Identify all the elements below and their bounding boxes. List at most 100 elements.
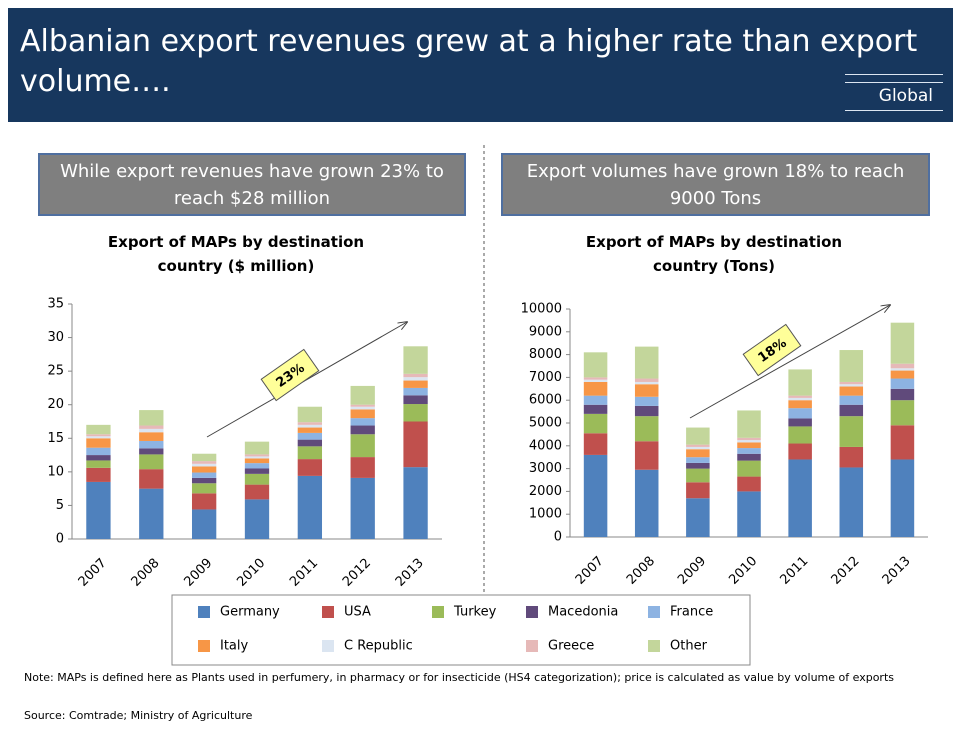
- x-tick-label: 2013: [880, 554, 914, 588]
- y-tick-label: 6000: [529, 393, 562, 408]
- legend-swatch: [648, 640, 660, 652]
- x-tick-label: 2013: [393, 556, 427, 590]
- bar: [583, 377, 608, 380]
- bar: [244, 456, 270, 459]
- x-tick-label: 2008: [624, 554, 658, 588]
- bar: [244, 473, 270, 485]
- slide-title: Albanian export revenues grew at a highe…: [20, 24, 918, 99]
- bar: [737, 476, 761, 492]
- bar: [890, 425, 915, 460]
- bar: [737, 410, 761, 438]
- bar: [244, 484, 270, 500]
- bar: [839, 384, 864, 387]
- bar: [890, 370, 915, 379]
- x-tick-label: 2010: [726, 554, 760, 588]
- legend-label: Germany: [220, 605, 280, 620]
- bar: [634, 416, 659, 442]
- bar: [788, 400, 812, 409]
- bar: [244, 458, 270, 464]
- note: Note: MAPs is defined here as Plants use…: [24, 671, 894, 684]
- bar: [297, 432, 323, 440]
- bar: [634, 381, 659, 385]
- bar: [788, 369, 812, 396]
- legend-swatch: [198, 640, 210, 652]
- y-tick-label: 1000: [529, 507, 562, 522]
- y-tick-label: 7000: [529, 370, 562, 385]
- bar: [583, 433, 608, 455]
- bar: [788, 459, 812, 537]
- bar: [788, 418, 812, 427]
- bar: [191, 463, 217, 467]
- bar: [244, 468, 270, 474]
- y-tick-label: 10: [47, 464, 64, 479]
- bar: [788, 426, 812, 444]
- source: Source: Comtrade; Ministry of Agricultur…: [24, 709, 253, 722]
- legend-swatch: [432, 606, 444, 618]
- y-tick-label: 20: [47, 397, 64, 412]
- bar: [788, 397, 812, 401]
- bar: [297, 439, 323, 447]
- bar: [297, 406, 323, 423]
- bar: [297, 424, 323, 428]
- bar: [686, 449, 710, 458]
- bar: [583, 413, 608, 434]
- bar: [350, 385, 375, 405]
- y-tick-label: 0: [56, 532, 64, 547]
- bar: [297, 475, 323, 539]
- y-tick-label: 15: [47, 431, 64, 446]
- legend-label: Greece: [548, 639, 594, 654]
- bar: [297, 446, 323, 460]
- annotation-box: [260, 348, 320, 402]
- legend-swatch: [526, 640, 538, 652]
- bar: [86, 424, 111, 435]
- rule: [845, 110, 943, 111]
- bar: [839, 395, 864, 405]
- bar: [686, 482, 710, 499]
- bar: [139, 440, 164, 449]
- bar: [583, 404, 608, 414]
- heading: While export revenues have grown 23% to …: [38, 153, 466, 216]
- bar: [86, 447, 111, 456]
- bar: [139, 469, 164, 489]
- bar: [86, 436, 111, 439]
- bar: [244, 499, 270, 539]
- legend-label: USA: [344, 605, 371, 620]
- x-tick-label: 2007: [573, 554, 607, 588]
- legend-label: Macedonia: [548, 605, 618, 620]
- chart-title: Export of MAPs by destination country ($…: [107, 233, 365, 275]
- y-tick-label: 25: [47, 364, 64, 379]
- bar: [583, 381, 608, 396]
- bar: [350, 425, 375, 435]
- y-tick-label: 4000: [529, 438, 562, 453]
- bar: [350, 418, 375, 426]
- bar: [403, 421, 428, 468]
- bar: [139, 428, 164, 433]
- bar: [686, 446, 710, 450]
- legend-swatch: [322, 640, 334, 652]
- bar: [350, 406, 375, 410]
- y-tick-label: 5: [56, 498, 64, 513]
- bar: [737, 448, 761, 454]
- bar: [191, 477, 217, 484]
- legend-label: Turkey: [453, 605, 497, 620]
- bar: [890, 363, 915, 369]
- x-tick-label: 2011: [287, 556, 321, 590]
- bar: [139, 425, 164, 429]
- bar: [583, 379, 608, 382]
- x-tick-label: 2011: [777, 554, 811, 588]
- rule: [845, 82, 943, 83]
- bar: [686, 462, 710, 469]
- legend-swatch: [526, 606, 538, 618]
- legend-label: C Republic: [344, 639, 413, 654]
- bar: [86, 467, 111, 482]
- bar: [191, 472, 217, 478]
- rule: [845, 74, 943, 75]
- bar: [839, 467, 864, 537]
- bar: [686, 444, 710, 447]
- legend-swatch: [198, 606, 210, 618]
- legend-label: Italy: [220, 639, 249, 654]
- bar: [634, 469, 659, 537]
- bar: [139, 432, 164, 441]
- y-tick-label: 5000: [529, 416, 562, 431]
